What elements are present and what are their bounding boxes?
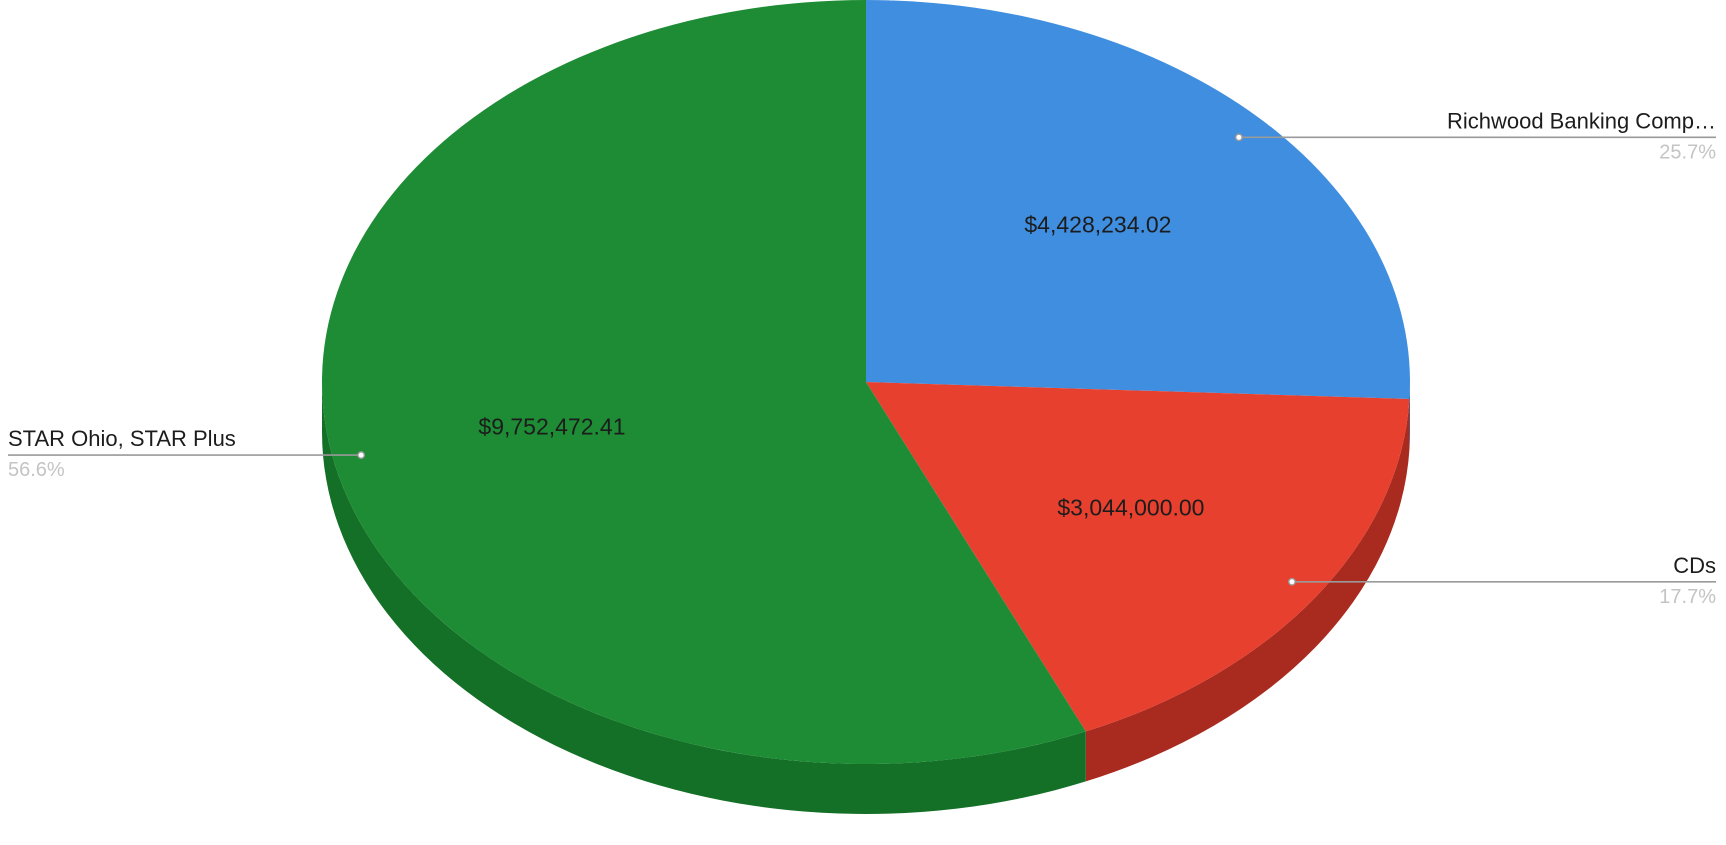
legend-label-richwood-banking-comp: Richwood Banking Comp… — [1447, 108, 1716, 133]
value-label-richwood-banking-comp: $4,428,234.02 — [1024, 211, 1171, 237]
value-label-cds: $3,044,000.00 — [1057, 494, 1204, 520]
legend-label-cds: CDs — [1673, 553, 1716, 578]
leader-dot-star-ohio-star-plus — [357, 451, 366, 459]
slice-value-labels: $4,428,234.02 $3,044,000.00 $9,752,472.41 — [478, 211, 1204, 520]
pie-slice-richwood-banking-comp — [866, 0, 1411, 400]
pie-top-faces — [322, 0, 1411, 765]
value-label-star-ohio-star-plus: $9,752,472.41 — [478, 414, 625, 440]
legend-percent-richwood-banking-comp: 25.7% — [1659, 141, 1716, 163]
pie-side-richwood-banking-comp — [1409, 382, 1410, 450]
slice-legend-labels: Richwood Banking Comp… 25.7% CDs 17.7% STAR … — [8, 108, 1716, 607]
pie-side-cds — [1085, 399, 1410, 782]
leader-lines — [8, 133, 1716, 586]
leader-dot-richwood-banking-comp — [1234, 133, 1243, 142]
legend-label-star-ohio-star-plus: STAR Ohio, STAR Plus — [8, 426, 236, 451]
pie-slice-star-ohio-star-plus — [322, 0, 1086, 765]
legend-percent-star-ohio-star-plus: 56.6% — [8, 459, 65, 481]
pie-slice-cds — [866, 382, 1410, 732]
pie-side-walls — [322, 382, 1410, 814]
pie-side-star-ohio-star-plus — [322, 382, 1086, 814]
legend-percent-cds: 17.7% — [1659, 586, 1716, 608]
leader-dot-cds — [1288, 577, 1296, 586]
